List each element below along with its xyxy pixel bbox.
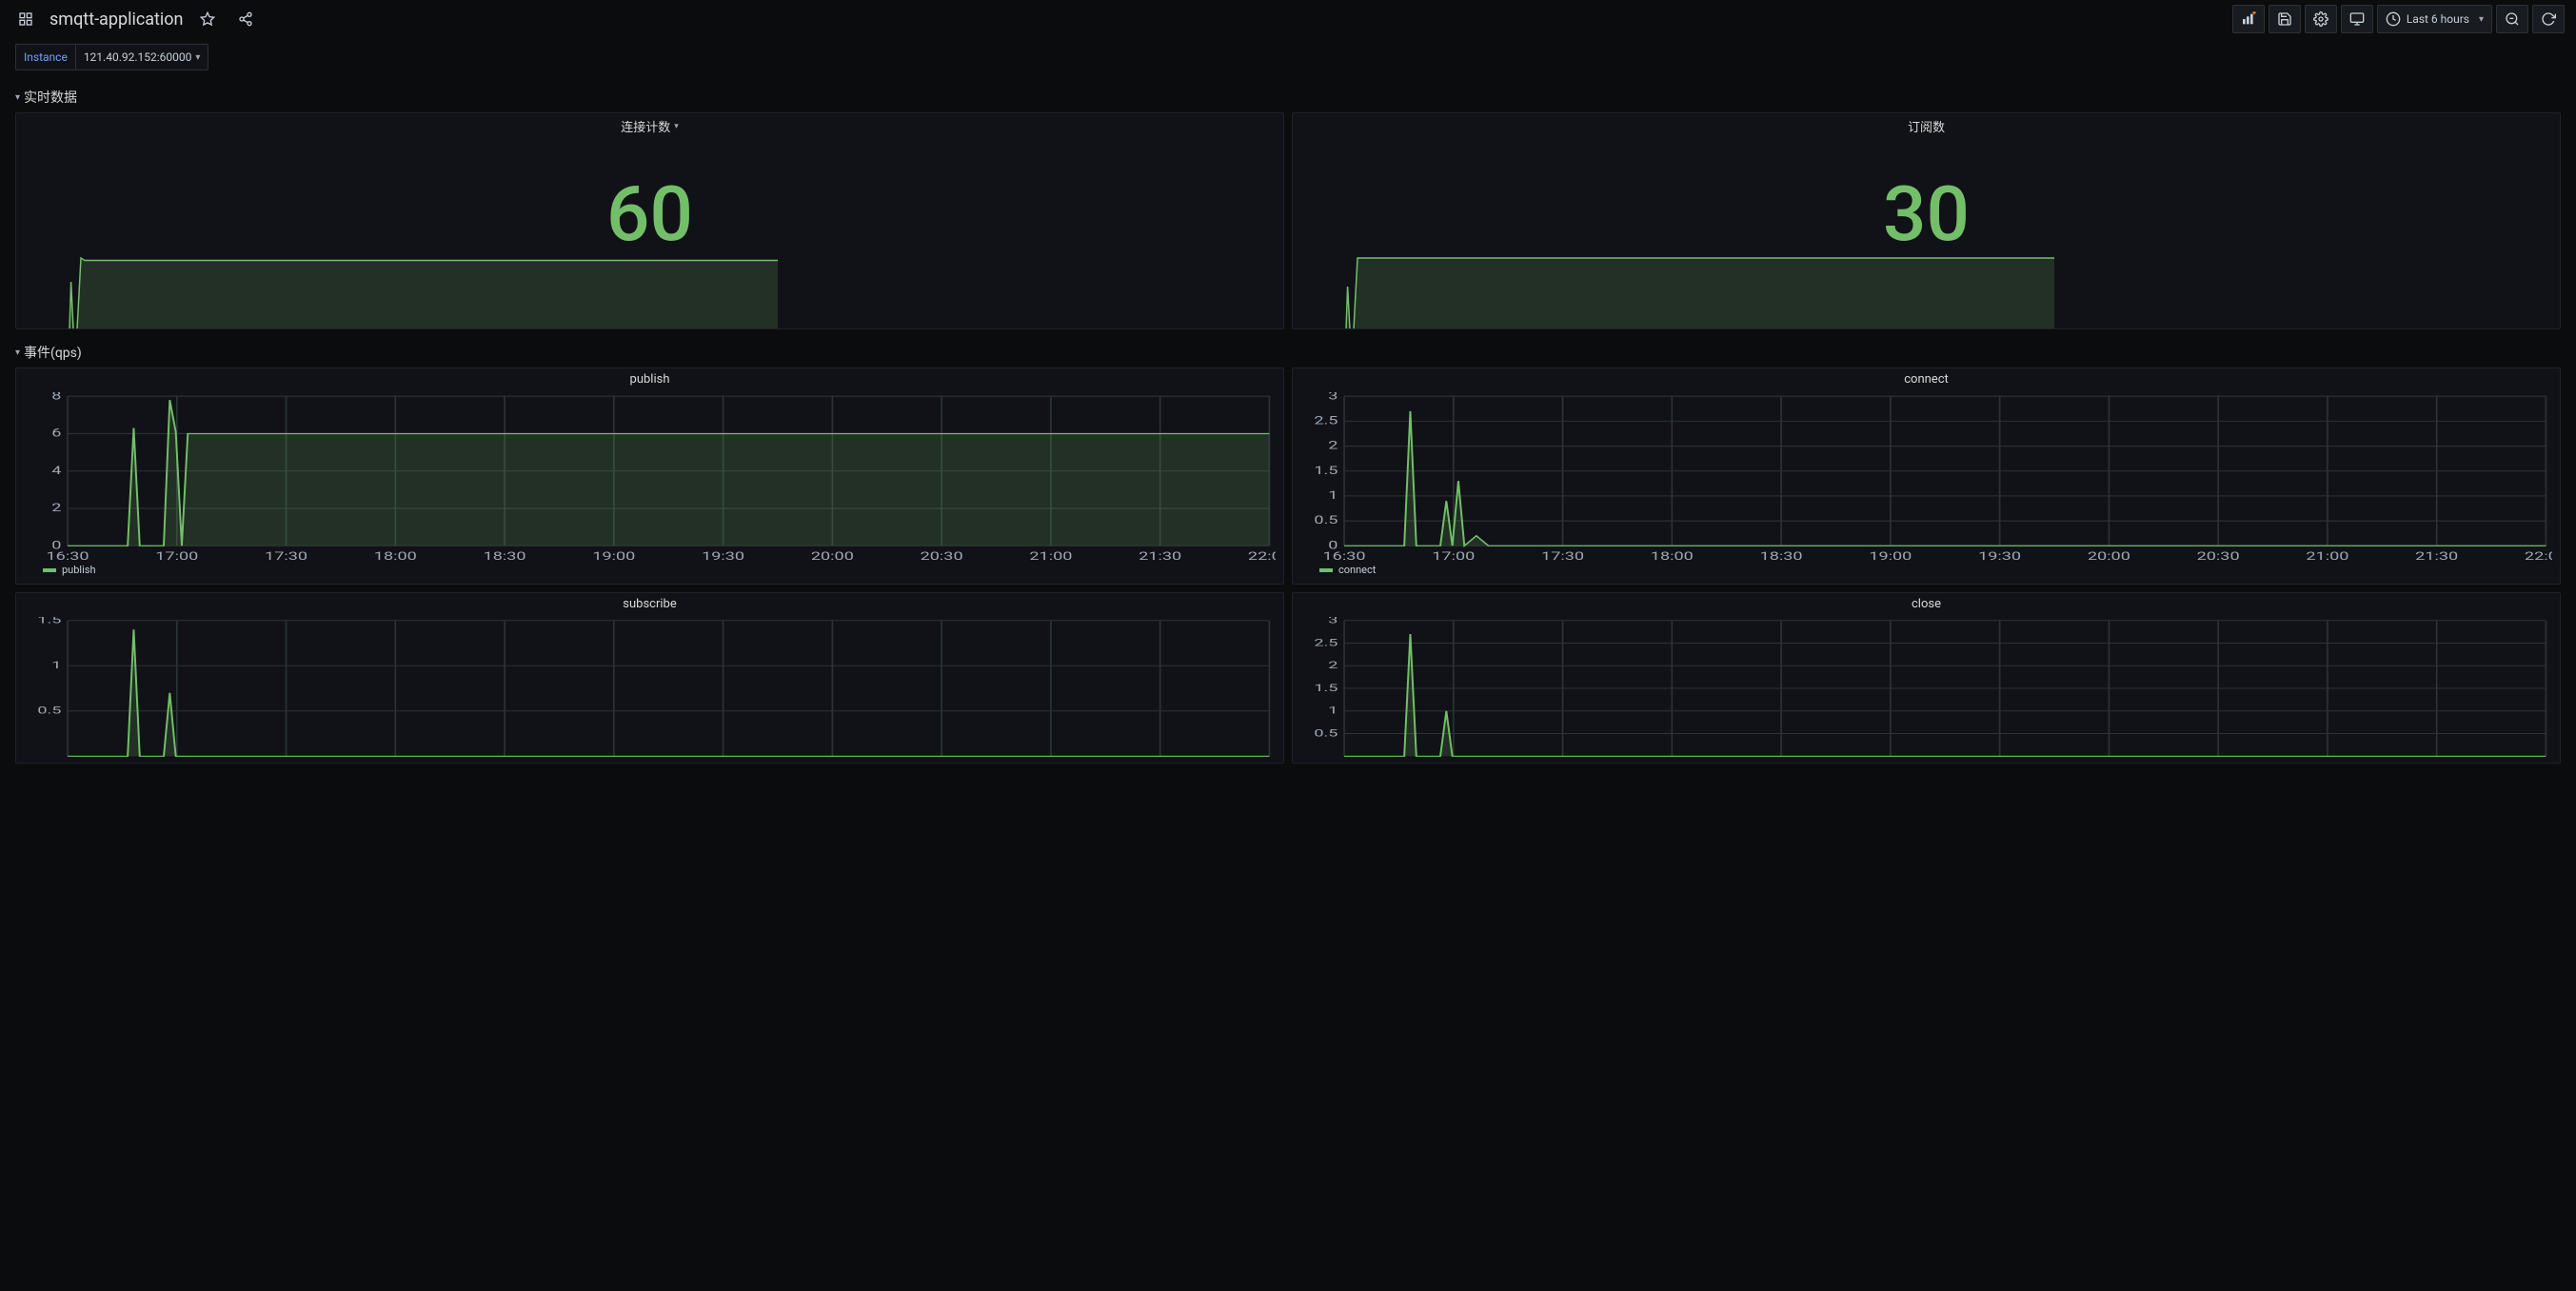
panel-connect[interactable]: connect 00.511.522.5316:3017:0017:3018:0… [1292, 367, 2561, 585]
row-header-events[interactable]: ▾ 事件(qps) [15, 337, 2561, 367]
svg-text:22:00: 22:00 [2525, 549, 2552, 562]
svg-text:21:00: 21:00 [1029, 549, 1072, 562]
stat-value-subscriptions: 30 [1883, 169, 1970, 259]
svg-text:8: 8 [51, 392, 61, 402]
svg-text:20:30: 20:30 [921, 549, 963, 562]
chevron-down-icon: ▾ [195, 52, 200, 63]
svg-text:1: 1 [1328, 488, 1338, 502]
svg-text:3: 3 [1328, 617, 1338, 626]
save-dashboard-button[interactable] [2269, 5, 2301, 33]
chart-publish: 0246816:3017:0017:3018:0018:3019:0019:30… [24, 392, 1276, 562]
svg-text:21:30: 21:30 [2415, 549, 2458, 562]
time-range-picker[interactable]: Last 6 hours ▾ [2377, 5, 2492, 33]
chevron-down-icon: ▾ [15, 92, 20, 103]
panel-publish[interactable]: publish 0246816:3017:0017:3018:0018:3019… [15, 367, 1284, 585]
svg-text:2: 2 [1328, 439, 1338, 452]
panel-title-label: publish [630, 372, 670, 387]
svg-text:16:30: 16:30 [47, 549, 89, 562]
svg-text:1.5: 1.5 [1314, 464, 1338, 477]
legend-label: connect [1338, 564, 1376, 576]
svg-text:17:00: 17:00 [1432, 549, 1475, 562]
svg-text:21:00: 21:00 [2306, 549, 2348, 562]
variable-instance-value: 121.40.92.152:60000 [84, 50, 192, 64]
time-range-label: Last 6 hours [2407, 12, 2469, 26]
svg-text:18:30: 18:30 [484, 549, 526, 562]
row-title: 实时数据 [24, 88, 77, 107]
legend-connect[interactable]: connect [1293, 562, 2560, 580]
svg-text:0.5: 0.5 [37, 705, 61, 717]
row-title: 事件(qps) [24, 343, 82, 362]
dashboard-settings-button[interactable] [2305, 5, 2337, 33]
svg-text:2.5: 2.5 [1314, 414, 1338, 427]
svg-text:21:30: 21:30 [1139, 549, 1181, 562]
svg-text:6: 6 [51, 427, 61, 440]
panel-title-label: connect [1904, 372, 1949, 387]
svg-text:19:30: 19:30 [702, 549, 744, 562]
svg-text:2: 2 [1328, 659, 1338, 671]
legend-swatch [1319, 568, 1333, 572]
share-icon[interactable] [231, 5, 260, 33]
dashboard-title: smqtt-application [50, 10, 184, 30]
svg-text:18:00: 18:00 [1651, 549, 1694, 562]
variable-instance-select[interactable]: 121.40.92.152:60000 ▾ [75, 44, 209, 70]
svg-text:18:00: 18:00 [374, 549, 417, 562]
variable-instance-label: Instance [15, 44, 75, 70]
svg-text:17:30: 17:30 [265, 549, 307, 562]
svg-text:19:00: 19:00 [592, 549, 635, 562]
dashboard-grid-icon[interactable] [11, 5, 40, 33]
svg-text:1: 1 [51, 659, 61, 671]
panel-subscriptions[interactable]: 订阅数 30 [1292, 112, 2561, 329]
chevron-down-icon: ▾ [2479, 14, 2484, 25]
legend-swatch [43, 568, 56, 572]
svg-text:1.5: 1.5 [37, 617, 61, 626]
svg-text:22:00: 22:00 [1248, 549, 1276, 562]
chart-connect: 00.511.522.5316:3017:0017:3018:0018:3019… [1300, 392, 2552, 562]
star-icon[interactable] [193, 5, 222, 33]
add-panel-button[interactable] [2232, 5, 2265, 33]
svg-text:1: 1 [1328, 705, 1338, 717]
stat-value-connections: 60 [606, 169, 693, 259]
svg-text:19:00: 19:00 [1869, 549, 1912, 562]
svg-text:16:30: 16:30 [1323, 549, 1366, 562]
cycle-view-mode-button[interactable] [2341, 5, 2373, 33]
svg-text:20:00: 20:00 [811, 549, 854, 562]
svg-text:17:00: 17:00 [155, 549, 198, 562]
svg-text:2: 2 [51, 501, 61, 514]
panel-subscribe[interactable]: subscribe 0.5 1 1.5 [15, 592, 1284, 764]
panel-title-label: 连接计数 [621, 117, 670, 135]
svg-text:19:30: 19:30 [1978, 549, 2021, 562]
legend-publish[interactable]: publish [16, 562, 1283, 580]
svg-text:3: 3 [1328, 392, 1338, 402]
chevron-down-icon: ▾ [15, 348, 20, 358]
chevron-down-icon: ▾ [674, 122, 679, 131]
panel-close[interactable]: close 0.5 1 1.5 2 2.5 3 [1292, 592, 2561, 764]
svg-text:0.5: 0.5 [1314, 514, 1338, 527]
chart-close: 0.5 1 1.5 2 2.5 3 [1300, 617, 2552, 760]
svg-text:18:30: 18:30 [1760, 549, 1803, 562]
svg-text:0.5: 0.5 [1314, 727, 1338, 740]
row-header-realtime[interactable]: ▾ 实时数据 [15, 82, 2561, 112]
panel-title-label: 订阅数 [1908, 117, 1945, 135]
chart-subscribe: 0.5 1 1.5 [24, 617, 1276, 760]
svg-text:2.5: 2.5 [1314, 637, 1338, 649]
svg-text:20:00: 20:00 [2088, 549, 2130, 562]
svg-text:17:30: 17:30 [1541, 549, 1584, 562]
panel-title-label: subscribe [623, 597, 676, 611]
panel-title-label: close [1912, 597, 1941, 611]
svg-text:1.5: 1.5 [1314, 682, 1338, 694]
panel-connections[interactable]: 连接计数 ▾ 60 [15, 112, 1284, 329]
svg-text:4: 4 [51, 464, 62, 477]
refresh-button[interactable] [2532, 5, 2565, 33]
zoom-out-button[interactable] [2496, 5, 2528, 33]
svg-text:20:30: 20:30 [2197, 549, 2240, 562]
legend-label: publish [62, 564, 96, 576]
